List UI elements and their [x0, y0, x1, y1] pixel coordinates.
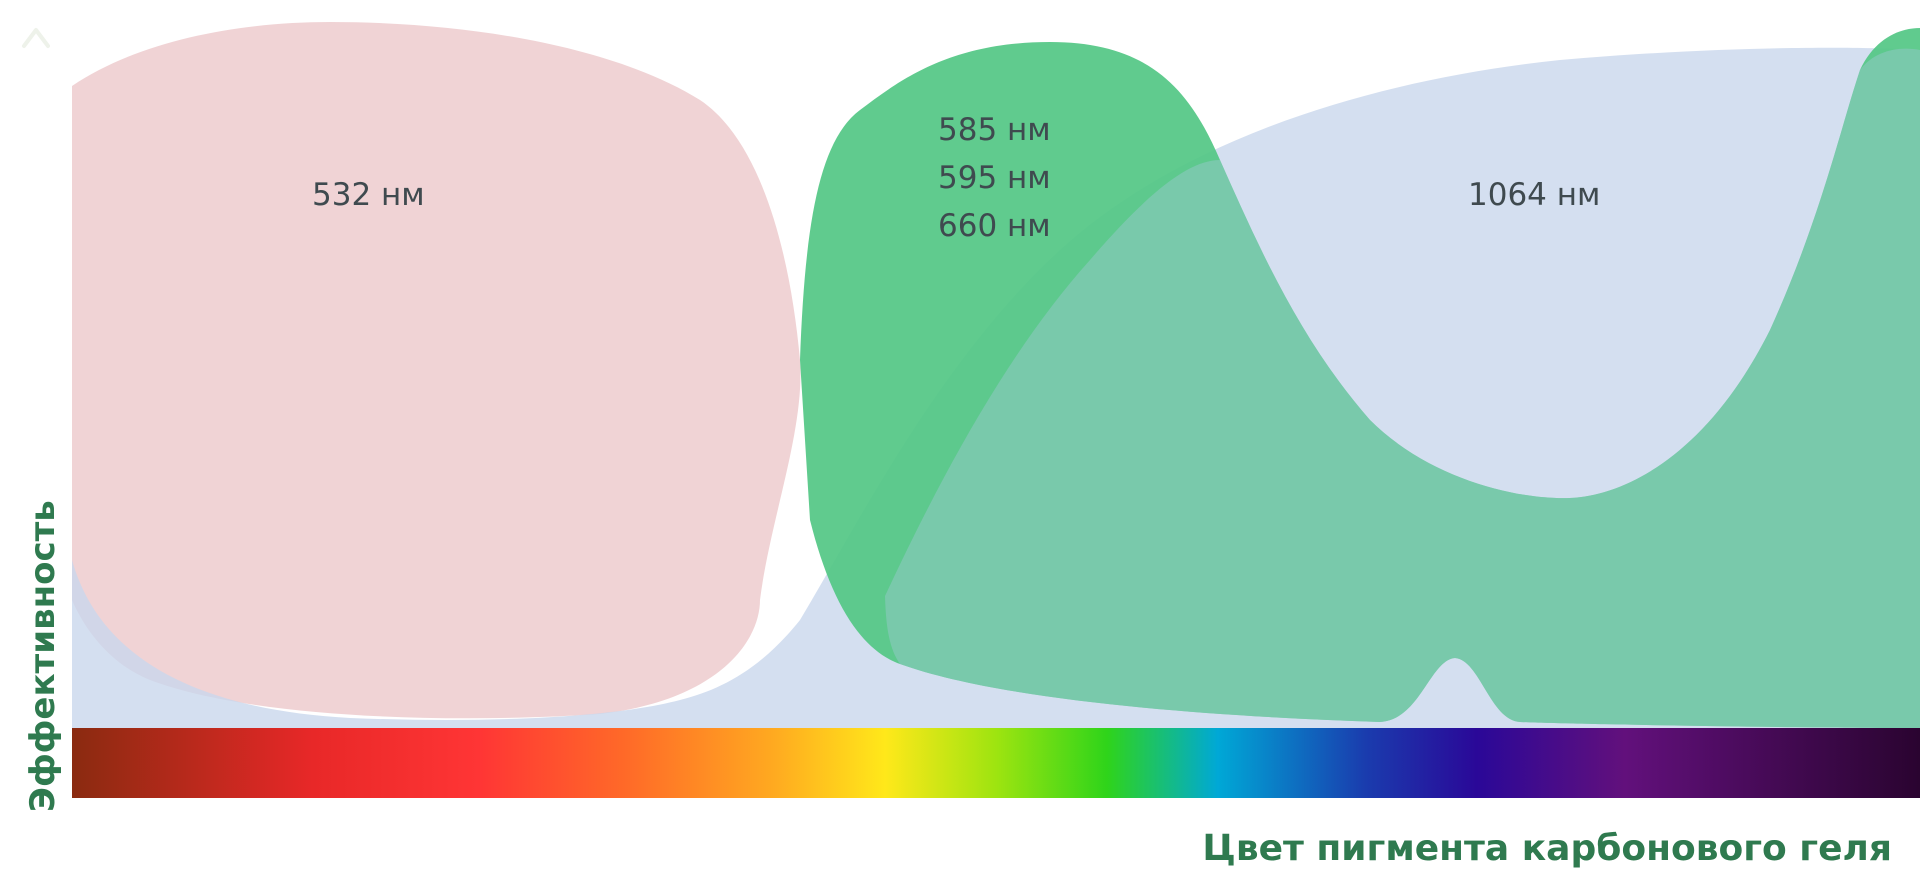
label-595: 595 нм	[938, 160, 1051, 196]
label-595-text: 595 нм	[938, 160, 1051, 196]
y-axis-arrowhead-icon	[22, 28, 50, 48]
label-585: 585 нм	[938, 112, 1051, 148]
label-532-text: 532 нм	[312, 177, 425, 213]
label-585-text: 585 нм	[938, 112, 1051, 148]
overlap-tint	[885, 48, 1920, 728]
label-1064: 1064 нм	[1468, 177, 1600, 213]
series-532-area	[72, 22, 801, 719]
label-660-text: 660 нм	[938, 208, 1051, 244]
x-axis-title: Цвет пигмента карбонового геля	[1202, 828, 1892, 869]
label-660: 660 нм	[938, 208, 1051, 244]
y-axis-title: Эффективность	[23, 500, 63, 812]
label-532: 532 нм	[312, 177, 425, 213]
label-1064-text: 1064 нм	[1468, 177, 1600, 213]
color-spectrum-bar	[72, 728, 1920, 798]
